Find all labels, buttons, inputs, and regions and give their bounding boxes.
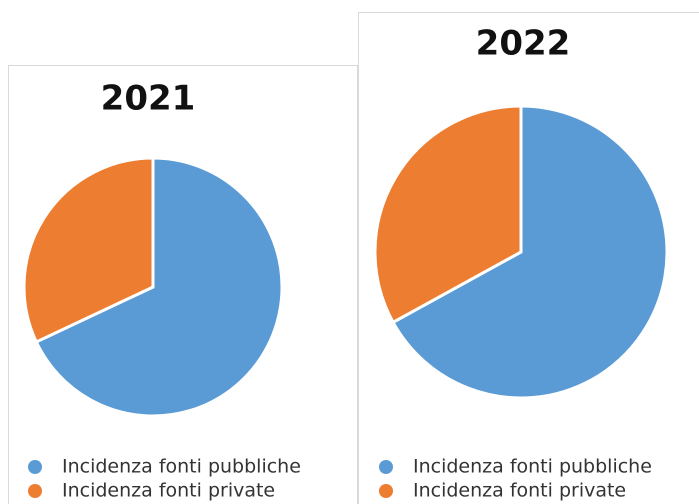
legend-label: Incidenza fonti private [62, 480, 275, 502]
legend-marker [379, 484, 393, 498]
legend-label: Incidenza fonti pubbliche [413, 456, 652, 478]
pie-slice [373, 104, 523, 325]
panel-border [358, 12, 699, 504]
legend-label: Incidenza fonti private [413, 480, 626, 502]
chart-title: 2021 [101, 79, 196, 119]
legend-marker [28, 484, 42, 498]
legend-marker [28, 460, 42, 474]
legend-label: Incidenza fonti pubbliche [62, 456, 301, 478]
legend-marker [379, 460, 393, 474]
pie-slice [391, 104, 669, 400]
pie-slice [34, 156, 284, 418]
panel-border [8, 65, 358, 504]
pie-slice [22, 156, 155, 344]
chart-title: 2022 [476, 24, 571, 64]
